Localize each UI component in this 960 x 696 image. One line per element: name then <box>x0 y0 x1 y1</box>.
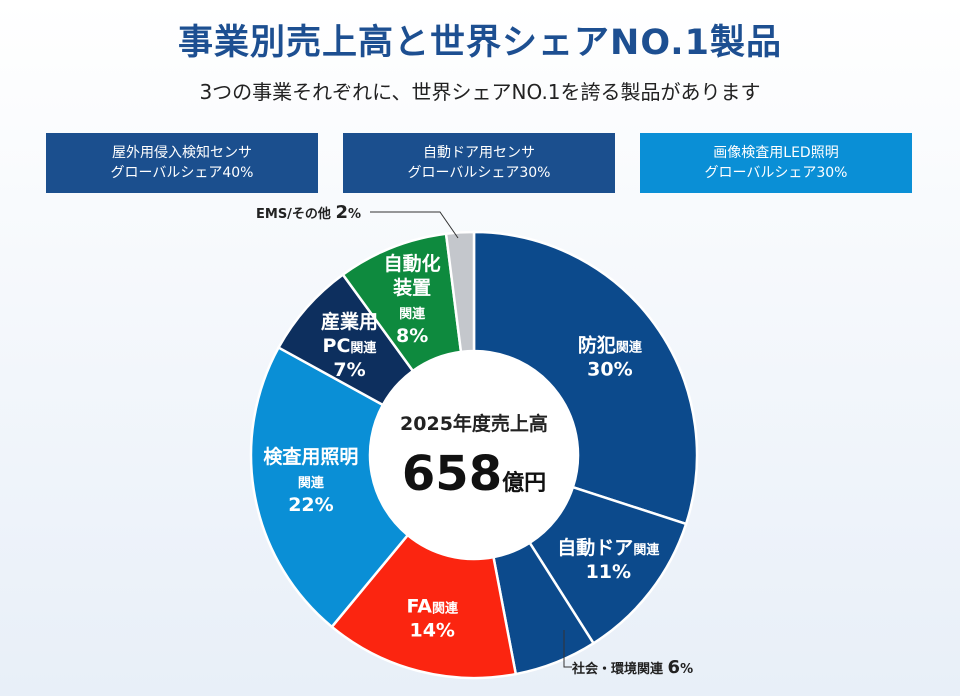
label-automation-line4-main: 8% <box>396 325 428 347</box>
label-inspection-light-line2: 関連 <box>298 475 325 491</box>
slice-labels: 防犯関連30%自動ドア関連11%FA関連14%検査用照明関連22%産業用PC関連… <box>256 202 693 678</box>
label-fa-line2: 14% <box>409 620 454 642</box>
label-fa-line1-main: FA <box>406 596 432 618</box>
leader-ems-other <box>370 211 459 239</box>
leader-lines <box>370 211 572 668</box>
badge-intrusion-sensor-line1: 屋外用侵入検知センサ <box>112 145 252 161</box>
badge-auto-door-sensor-line2: グローバルシェア30% <box>407 165 551 181</box>
label-automation-line2-main: 装置 <box>392 276 431 299</box>
label-fa-line1-sub: 関連 <box>432 601 459 617</box>
badge-auto-door-sensor-line1: 自動ドア用センサ <box>423 145 535 161</box>
label-auto-door-line1: 自動ドア関連 <box>557 536 660 559</box>
donut-hole <box>370 351 578 559</box>
badge-inspection-led-line2: グローバルシェア30% <box>704 165 848 181</box>
label-fa-line1: FA関連 <box>406 596 459 618</box>
label-automation-line1-main: 自動化 <box>384 252 441 275</box>
label-industrial-pc-line2-main: PC <box>323 335 351 357</box>
label-industrial-pc-line3: 7% <box>333 359 365 381</box>
badge-inspection-led-line1: 画像検査用LED照明 <box>713 145 839 161</box>
label-bouhan-line2-main: 30% <box>587 358 632 380</box>
label-inspection-light-line2-main: 関連 <box>298 475 325 491</box>
label-automation-line4: 8% <box>396 325 428 347</box>
label-industrial-pc-line1-main: 産業用 <box>321 310 378 333</box>
label-auto-door-line1-main: 自動ドア <box>557 536 633 559</box>
badge-intrusion-sensor: 屋外用侵入検知センサ グローバルシェア40% <box>46 133 318 193</box>
label-social-env: 社会・環境関連 6% <box>571 657 693 678</box>
label-inspection-light-line3-main: 22% <box>288 494 333 516</box>
label-bouhan-line1-main: 防犯 <box>578 333 616 356</box>
label-auto-door-line1-sub: 関連 <box>633 542 660 558</box>
label-ems-other: EMS/その他 2% <box>256 202 361 223</box>
label-auto-door-line2-main: 11% <box>586 561 631 583</box>
label-bouhan-line1-sub: 関連 <box>616 339 643 355</box>
label-bouhan-line1: 防犯関連 <box>578 333 643 356</box>
center-value-unit: 億円 <box>502 470 546 496</box>
label-industrial-pc-line3-main: 7% <box>333 359 365 381</box>
label-industrial-pc-line2-sub: 関連 <box>350 340 377 356</box>
label-inspection-light-line3: 22% <box>288 494 333 516</box>
label-inspection-light-line1: 検査用照明 <box>263 445 358 468</box>
page-title: 事業別売上高と世界シェアNO.1製品 <box>178 23 782 63</box>
page-subtitle: 3つの事業それぞれに、世界シェアNO.1を誇る製品があります <box>199 80 761 104</box>
label-auto-door-line2: 11% <box>586 561 631 583</box>
badge-auto-door-sensor: 自動ドア用センサ グローバルシェア30% <box>343 133 615 193</box>
label-automation-line1: 自動化 <box>384 252 441 275</box>
label-fa-line2-main: 14% <box>409 620 454 642</box>
label-industrial-pc-line1: 産業用 <box>321 310 378 333</box>
label-automation-line3: 関連 <box>399 306 426 322</box>
center-value-number: 658 <box>402 446 502 502</box>
badge-intrusion-sensor-line2: グローバルシェア40% <box>110 165 254 181</box>
leader-social-env <box>563 630 572 668</box>
badge-inspection-led: 画像検査用LED照明 グローバルシェア30% <box>640 133 912 193</box>
label-automation-line2: 装置 <box>392 276 431 299</box>
label-bouhan-line2: 30% <box>587 358 632 380</box>
donut-slices <box>249 230 699 680</box>
center-value: 658億円 <box>402 446 546 502</box>
label-inspection-light-line1-main: 検査用照明 <box>263 445 358 468</box>
center-label: 2025年度売上高 <box>400 412 548 435</box>
label-industrial-pc-line2: PC関連 <box>323 335 378 357</box>
label-automation-line3-main: 関連 <box>399 306 426 322</box>
